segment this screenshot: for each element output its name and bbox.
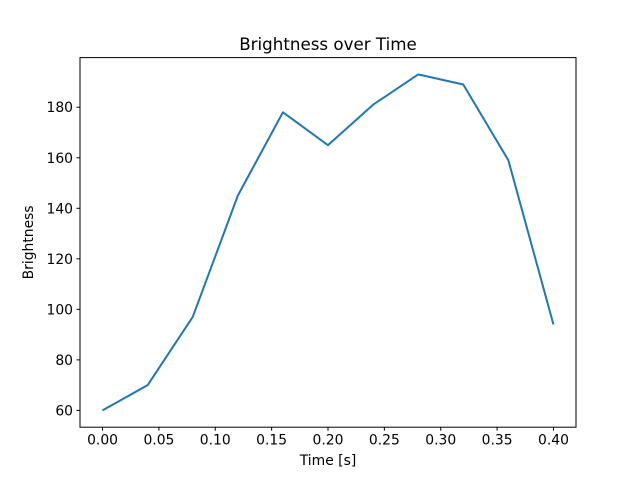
y-tick-label: 80 (55, 353, 73, 369)
y-tick-label: 180 (46, 100, 73, 116)
x-tick-label: 0.25 (369, 433, 400, 449)
brightness-line (102, 73, 555, 412)
y-axis-ticks: 60 80 100 120 140 160 180 (46, 100, 80, 419)
data-series-group (102, 73, 555, 412)
x-tick-label: 0.00 (87, 433, 118, 449)
y-tick-label: 120 (46, 252, 73, 268)
x-tick-label: 0.20 (313, 433, 344, 449)
chart-title: Brightness over Time (239, 34, 417, 54)
y-tick-label: 160 (46, 151, 73, 167)
x-tick-label: 0.35 (482, 433, 513, 449)
x-tick-label: 0.05 (143, 433, 174, 449)
y-tick-label: 60 (55, 403, 73, 419)
x-axis-label: Time [s] (299, 453, 357, 469)
x-tick-label: 0.40 (538, 433, 569, 449)
y-axis-label: Brightness (21, 205, 37, 279)
x-axis-ticks: 0.00 0.05 0.10 0.15 0.20 0.25 0.30 0.35 0.40 (87, 427, 569, 449)
y-tick-label: 100 (46, 302, 73, 318)
x-tick-label: 0.30 (425, 433, 456, 449)
x-tick-label: 0.10 (200, 433, 231, 449)
x-tick-label: 0.15 (256, 433, 287, 449)
y-tick-label: 140 (46, 201, 73, 217)
